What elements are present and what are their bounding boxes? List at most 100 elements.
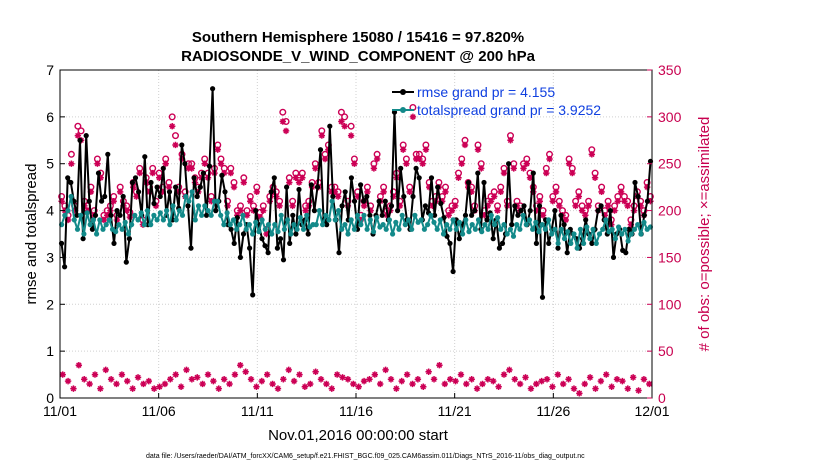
rmse-point	[305, 231, 311, 237]
obs-low-marker	[457, 371, 465, 378]
obs-assimilated-marker	[162, 160, 169, 167]
legend: rmse grand pr = 4.155 totalspread grand …	[392, 84, 601, 118]
rmse-point	[589, 240, 595, 246]
rmse-point	[583, 217, 589, 223]
obs-assimilated-marker	[572, 202, 579, 210]
obs-assimilated-marker	[149, 169, 156, 177]
rmse-point	[197, 184, 203, 190]
rmse-point	[506, 161, 512, 167]
obs-assimilated-marker	[341, 123, 348, 130]
spread-point	[472, 226, 478, 232]
y-right-tick-label: 300	[658, 109, 682, 125]
spread-point	[125, 231, 131, 237]
obs-low-marker	[156, 383, 163, 390]
obs-low-marker	[624, 385, 631, 392]
obs-assimilated-marker	[263, 230, 270, 238]
obs-assimilated-marker	[556, 202, 563, 210]
spread-point	[275, 229, 281, 235]
obs-assimilated-marker	[331, 188, 339, 196]
obs-low-marker	[425, 368, 432, 375]
obs-assimilated-marker	[116, 188, 124, 196]
rmse-point	[351, 198, 358, 204]
spread-point	[485, 226, 491, 232]
obs-assimilated-marker	[260, 207, 267, 214]
spread-point	[536, 229, 542, 235]
obs-low-marker	[317, 376, 325, 383]
obs-assimilated-marker	[497, 188, 504, 196]
obs-low-marker	[479, 380, 486, 388]
rmse-point	[610, 254, 617, 260]
rmse-point	[530, 170, 536, 176]
obs-low-marker	[414, 376, 422, 383]
y-right-tick-label: 50	[658, 343, 674, 359]
obs-low-marker	[506, 366, 513, 374]
obs-assimilated-marker	[601, 212, 609, 219]
y-tick-label: 7	[46, 62, 54, 78]
obs-low-marker	[484, 376, 492, 383]
obs-low-marker	[81, 376, 88, 383]
spread-point	[192, 217, 198, 223]
obs-assimilated-marker	[299, 174, 306, 181]
obs-assimilated-marker	[110, 198, 117, 205]
rmse-point	[330, 193, 336, 200]
obs-low-marker	[495, 383, 502, 390]
obs-assimilated-marker	[74, 132, 82, 139]
obs-low-marker	[635, 387, 642, 394]
obs-low-marker	[91, 371, 99, 378]
spread-point	[370, 229, 377, 235]
obs-assimilated-marker	[448, 207, 456, 214]
rmse-point	[228, 226, 234, 232]
rmse-point	[395, 208, 401, 214]
spread-point	[243, 226, 249, 232]
obs-low-marker	[339, 374, 346, 381]
rmse-point	[268, 189, 274, 195]
obs-low-marker	[59, 371, 66, 378]
rmse-point	[148, 179, 154, 186]
obs-assimilated-marker	[438, 198, 446, 205]
obs-low-marker	[538, 377, 545, 385]
spread-point	[616, 224, 622, 230]
obs-low-marker	[333, 371, 341, 378]
obs-assimilated-marker	[604, 202, 612, 210]
rmse-point	[641, 212, 647, 218]
obs-low-marker	[296, 371, 303, 378]
obs-assimilated-marker	[256, 213, 264, 221]
spread-point	[355, 212, 361, 218]
obs-assimilated-marker	[240, 179, 247, 186]
rmse-point	[367, 212, 373, 218]
spread-point	[205, 208, 211, 214]
rmse-point	[607, 208, 614, 214]
spread-point	[428, 212, 434, 218]
spread-point	[183, 193, 189, 200]
rmse-point	[432, 212, 438, 218]
obs-assimilated-marker	[71, 207, 78, 214]
spread-point	[144, 208, 151, 214]
x-tick-label: 11/21	[438, 403, 472, 419]
obs-low-marker	[640, 376, 648, 383]
chart-subtitle: RADIOSONDE_V_WIND_COMPONENT @ 200 hPa	[181, 48, 536, 65]
obs-assimilated-marker	[419, 160, 426, 167]
spread-point	[94, 231, 100, 237]
obs-assimilated-marker	[624, 202, 631, 210]
obs-assimilated-marker	[425, 183, 433, 191]
spread-point	[129, 222, 135, 228]
spread-point	[539, 222, 545, 228]
spread-point	[221, 222, 227, 228]
rmse-point	[327, 123, 333, 129]
obs-assimilated-marker	[159, 188, 166, 196]
rmse-point	[413, 165, 419, 171]
rmse-point	[388, 203, 395, 209]
obs-possible-marker	[337, 108, 345, 116]
spread-point	[549, 231, 555, 237]
obs-assimilated-marker	[484, 202, 491, 210]
obs-assimilated-marker	[543, 169, 550, 177]
rmse-point	[521, 203, 527, 209]
spread-point	[141, 222, 147, 228]
obs-assimilated-marker	[575, 193, 583, 200]
obs-assimilated-marker	[347, 132, 355, 139]
obs-assimilated-marker	[396, 202, 404, 210]
rmse-point	[74, 212, 80, 218]
rmse-point	[62, 264, 68, 270]
obs-assimilated-marker	[217, 160, 225, 167]
